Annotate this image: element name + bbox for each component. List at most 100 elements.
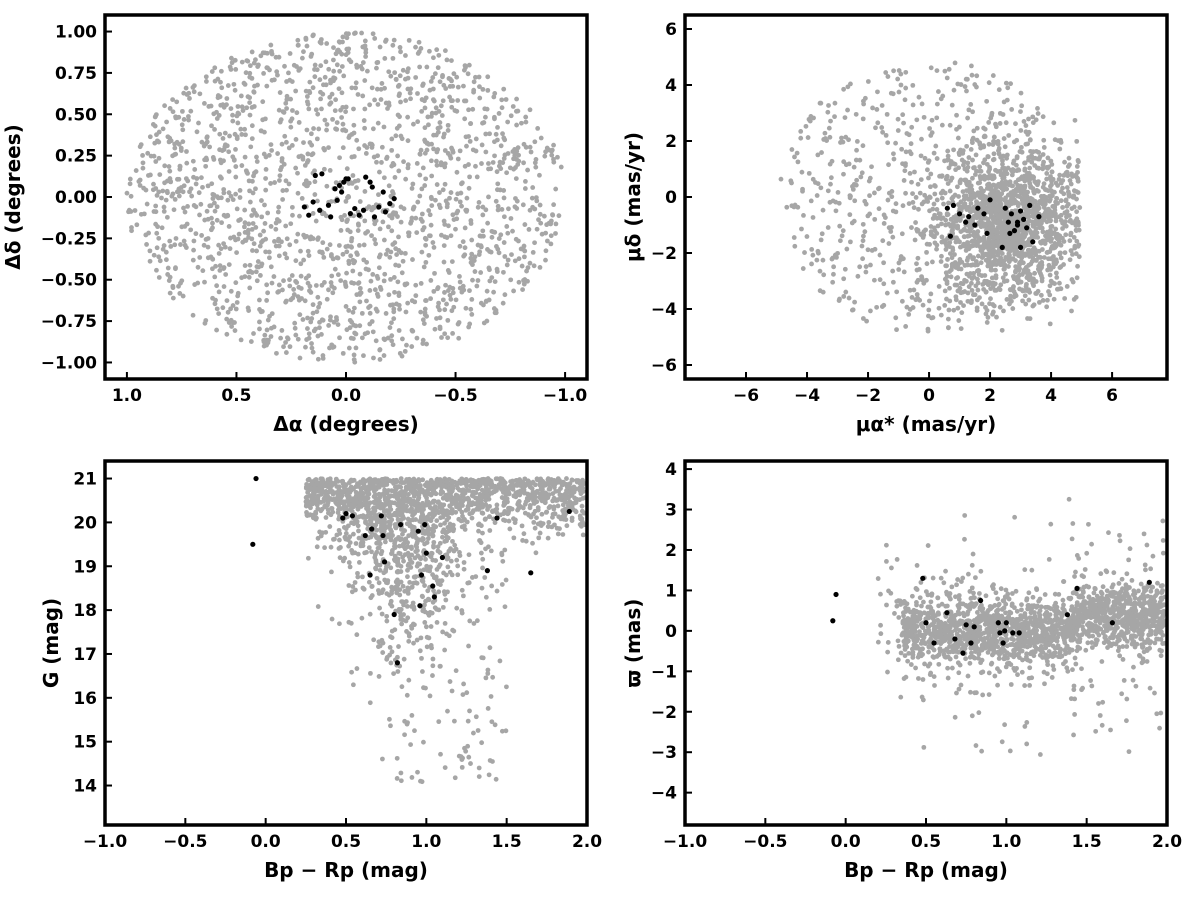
field-star-point [1037, 154, 1043, 160]
field-star-point [895, 76, 901, 82]
field-star-point [925, 167, 930, 173]
field-star-point [480, 120, 485, 126]
field-star-point [1073, 251, 1079, 257]
field-star-point [350, 257, 356, 263]
field-star-point [477, 84, 482, 90]
field-star-point [1032, 270, 1038, 276]
field-star-point [331, 45, 336, 50]
field-star-point [1008, 81, 1014, 87]
field-star-point [427, 48, 432, 54]
field-star-point [277, 178, 282, 183]
field-star-point [413, 282, 419, 288]
field-star-point [469, 251, 475, 257]
field-star-point [435, 65, 441, 71]
y-tick-label: 0 [665, 188, 677, 208]
field-star-point [1060, 226, 1065, 231]
field-star-point [841, 86, 847, 92]
field-star-point [942, 276, 948, 282]
field-star-point [528, 149, 534, 155]
field-star-point [351, 130, 357, 136]
field-star-point [1066, 155, 1072, 161]
field-star-point [1043, 233, 1048, 239]
field-star-point [422, 312, 428, 318]
field-star-point [938, 259, 944, 264]
field-star-point [417, 64, 423, 70]
field-star-point [457, 279, 463, 285]
field-star-point [264, 327, 270, 333]
field-star-point [410, 206, 416, 212]
field-star-point [519, 120, 524, 126]
field-star-point [1074, 238, 1080, 244]
field-star-point [803, 123, 809, 129]
field-star-point [1044, 304, 1050, 310]
field-star-point [457, 199, 463, 205]
field-star-point [441, 131, 447, 137]
field-star-point [193, 204, 199, 210]
field-star-point [1022, 293, 1028, 299]
field-star-point [251, 89, 257, 95]
field-star-point [418, 216, 424, 222]
field-star-point [303, 275, 309, 281]
field-star-point [968, 300, 974, 306]
field-star-point [134, 222, 140, 228]
field-star-point [465, 478, 471, 484]
field-star-point [1051, 120, 1057, 126]
member-star-point [310, 199, 316, 205]
field-star-point [534, 226, 540, 232]
field-star-point [970, 109, 975, 115]
field-star-point [942, 302, 948, 308]
field-star-point [363, 151, 369, 156]
field-star-point [949, 102, 955, 108]
field-star-point [193, 231, 199, 237]
field-star-point [516, 256, 522, 262]
field-star-point [370, 126, 376, 132]
field-star-point [479, 487, 485, 493]
field-star-point [899, 298, 905, 304]
field-star-point [806, 170, 812, 176]
field-star-point [821, 137, 827, 142]
field-star-point [382, 56, 388, 61]
field-star-point [1026, 116, 1031, 122]
field-star-point [997, 110, 1003, 116]
field-star-point [893, 140, 898, 146]
field-star-point [989, 112, 994, 118]
field-star-point [405, 114, 411, 120]
field-star-point [832, 114, 837, 120]
field-star-point [555, 154, 560, 160]
field-star-point [282, 63, 287, 69]
field-star-point [339, 115, 345, 120]
field-star-point [1013, 293, 1019, 299]
field-star-point [943, 238, 948, 243]
field-star-point [340, 350, 346, 356]
field-star-point [444, 301, 449, 307]
field-star-point [151, 181, 156, 187]
field-star-point [792, 154, 797, 160]
field-star-point [936, 89, 941, 94]
field-star-point [898, 82, 904, 88]
field-star-point [947, 285, 952, 291]
field-star-point [311, 495, 317, 501]
field-star-point [558, 486, 563, 491]
field-star-point [288, 221, 294, 227]
field-star-point [317, 529, 323, 535]
field-star-point [964, 143, 970, 149]
field-star-point [201, 242, 207, 248]
field-star-point [820, 257, 826, 263]
field-star-point [1028, 184, 1033, 190]
field-star-point [362, 143, 367, 148]
field-star-point [1000, 161, 1005, 167]
field-star-point [419, 186, 425, 192]
field-star-point [898, 254, 904, 259]
field-star-point [419, 109, 425, 114]
field-star-point [190, 312, 196, 318]
field-star-point [310, 302, 316, 308]
field-star-point [255, 82, 260, 88]
field-star-point [480, 204, 486, 210]
field-star-point [299, 55, 305, 61]
field-star-point [946, 307, 952, 313]
field-star-point [393, 133, 399, 139]
field-star-point [819, 231, 825, 237]
field-star-point [364, 298, 369, 304]
field-star-point [809, 261, 814, 267]
field-star-point [462, 225, 468, 231]
